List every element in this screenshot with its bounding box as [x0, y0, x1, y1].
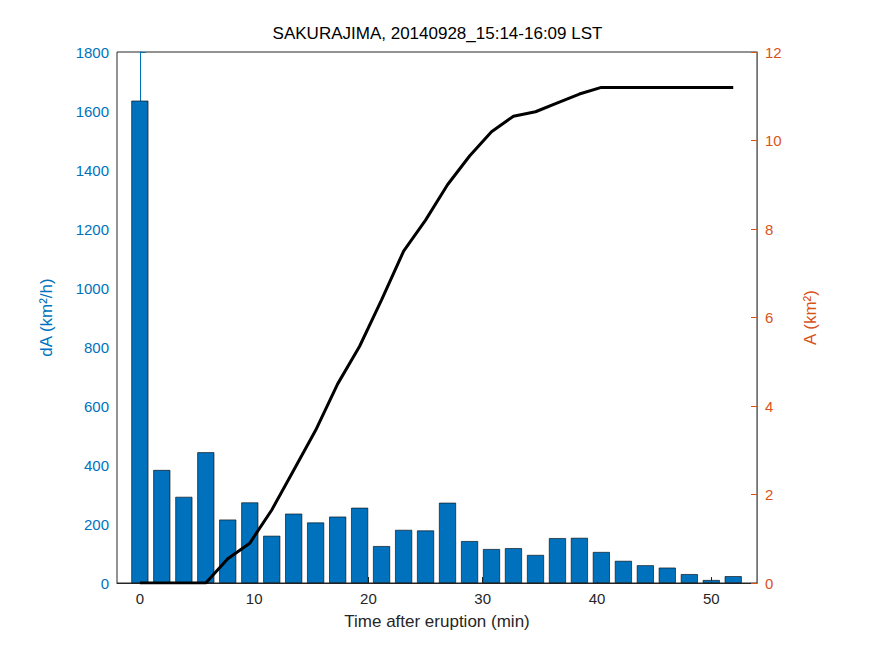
svg-text:0: 0 [765, 575, 773, 592]
svg-text:dA (km²/h): dA (km²/h) [37, 278, 56, 356]
svg-text:40: 40 [589, 590, 606, 607]
svg-text:1000: 1000 [76, 280, 109, 297]
svg-text:6: 6 [765, 309, 773, 326]
svg-text:1600: 1600 [76, 103, 109, 120]
svg-text:50: 50 [703, 590, 720, 607]
svg-text:400: 400 [84, 457, 109, 474]
svg-text:10: 10 [765, 132, 782, 149]
svg-text:1800: 1800 [76, 44, 109, 61]
svg-text:600: 600 [84, 398, 109, 415]
svg-text:12: 12 [765, 44, 782, 61]
svg-text:0: 0 [101, 575, 109, 592]
svg-text:SAKURAJIMA, 20140928_15:14-16:: SAKURAJIMA, 20140928_15:14-16:09 LST [273, 24, 603, 43]
svg-text:2: 2 [765, 486, 773, 503]
svg-text:10: 10 [246, 590, 263, 607]
svg-text:30: 30 [474, 590, 491, 607]
svg-text:8: 8 [765, 221, 773, 238]
svg-text:A (km²): A (km²) [801, 290, 820, 345]
svg-text:0: 0 [136, 590, 144, 607]
svg-text:20: 20 [360, 590, 377, 607]
svg-text:800: 800 [84, 339, 109, 356]
svg-text:4: 4 [765, 398, 773, 415]
svg-text:200: 200 [84, 516, 109, 533]
svg-text:1400: 1400 [76, 162, 109, 179]
svg-text:Time after eruption (min): Time after eruption (min) [344, 612, 529, 631]
svg-text:1200: 1200 [76, 221, 109, 238]
